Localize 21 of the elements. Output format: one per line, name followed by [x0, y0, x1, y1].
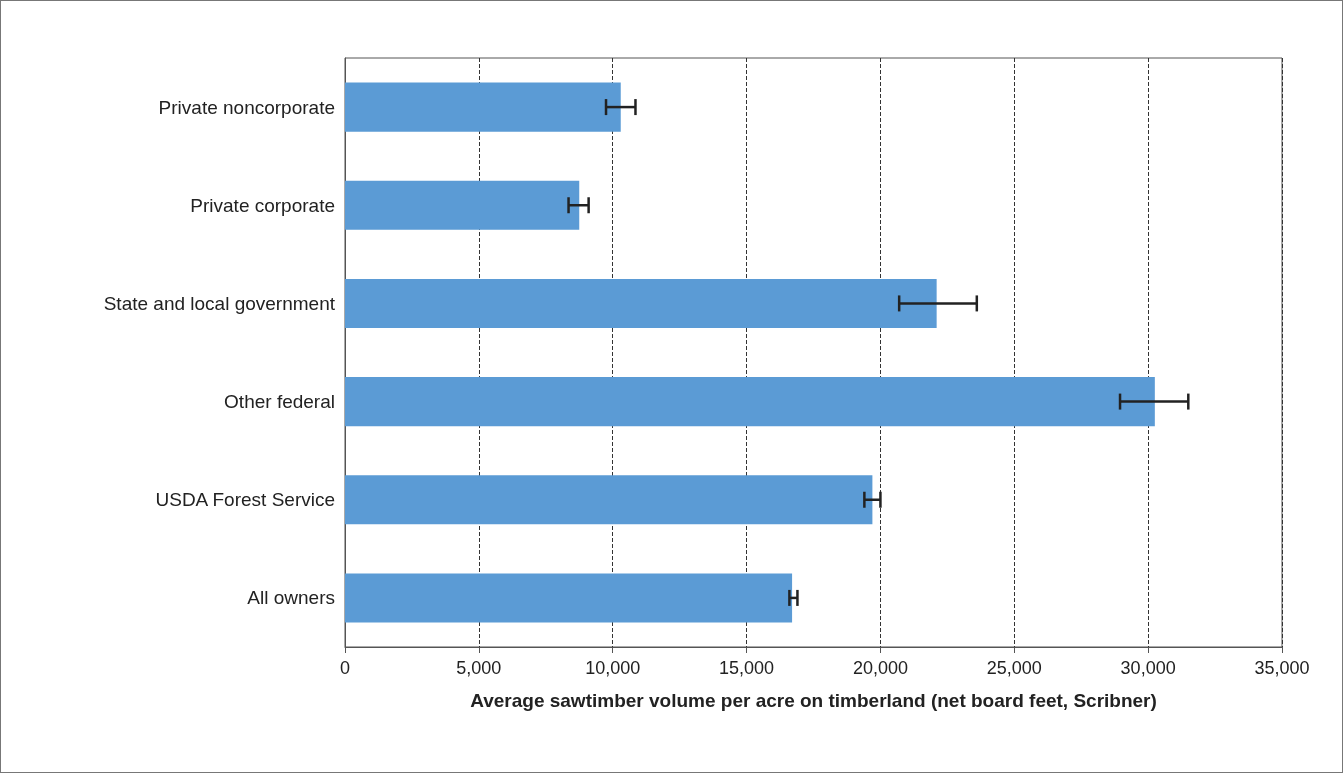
bar: [345, 573, 793, 623]
y-tick-label: USDA Forest Service: [155, 489, 335, 511]
bar: [345, 82, 621, 132]
x-tick-label: 5,000: [456, 658, 502, 678]
bar: [345, 475, 873, 525]
x-tick-label: 35,000: [1254, 658, 1310, 678]
x-tick-label: 0: [339, 658, 351, 678]
y-tick-label: Other federal: [224, 391, 335, 413]
bar: [345, 180, 580, 230]
y-tick-label: All owners: [247, 587, 335, 609]
x-tick-label: 20,000: [852, 658, 908, 678]
y-tick-label: Private noncorporate: [158, 96, 335, 118]
x-tick-label: 10,000: [585, 658, 641, 678]
x-tick-label: 30,000: [1120, 658, 1176, 678]
x-axis-title: Average sawtimber volume per acre on timberland (net board feet, Scribner): [470, 690, 1157, 711]
y-tick-label: State and local government: [103, 292, 336, 314]
x-tick-label: 25,000: [986, 658, 1042, 678]
x-tick-label: 15,000: [719, 658, 775, 678]
bar: [345, 377, 1155, 427]
bar: [345, 278, 937, 328]
y-tick-label: Private corporate: [190, 194, 335, 216]
